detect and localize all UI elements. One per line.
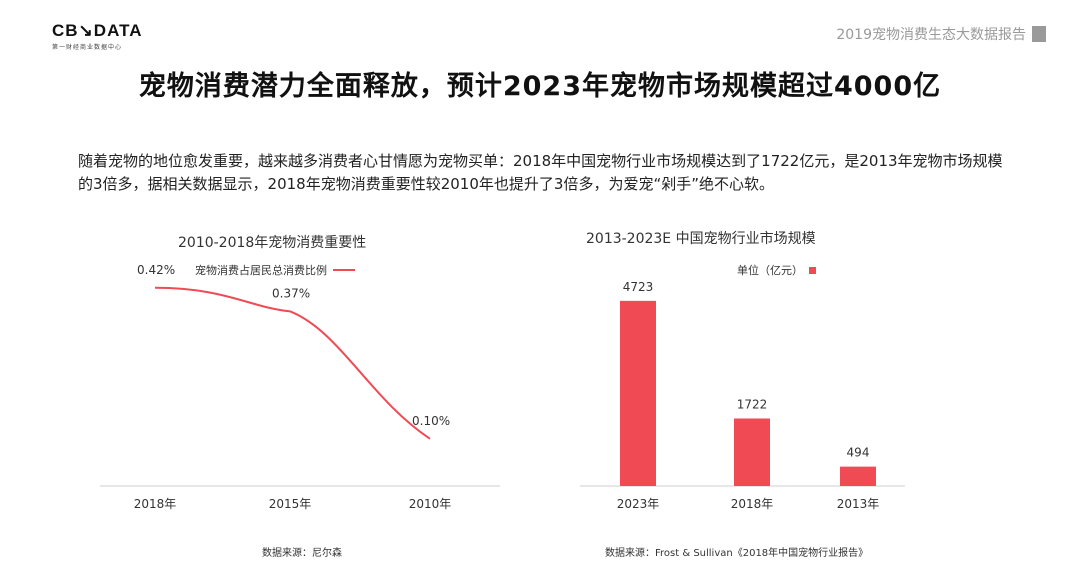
bar-legend-label: 单位（亿元） (737, 264, 803, 277)
bar-chart-title: 2013-2023E 中国宠物行业市场规模 (586, 231, 816, 247)
bar-x-tick-1: 2018年 (731, 497, 774, 511)
page-title: 宠物消费潜力全面释放，预计2023年宠物市场规模超过4000亿 (138, 71, 942, 102)
brand-logo: CB↘DATA 第一财经商业数据中心 (52, 22, 142, 52)
bar-x-tick-2: 2023年 (617, 497, 660, 511)
bar-legend-swatch (809, 266, 816, 274)
report-tag-marker (1032, 26, 1046, 42)
line-data-label-0: 0.10% (412, 414, 450, 428)
line-data-label-2: 0.42% (137, 263, 175, 277)
bar-data-label-1: 1722 (737, 397, 768, 411)
bar-x-tick-0: 2013年 (837, 497, 880, 511)
bar-chart-source: 数据来源：Frost & Sullivan《2018年中国宠物行业报告》 (605, 548, 869, 559)
logo-text: CB↘DATA (52, 21, 143, 40)
bar-data-label-2: 4723 (623, 280, 654, 294)
line-data-label-1: 0.37% (272, 286, 310, 300)
report-tag-text: 2019宠物消费生态大数据报告 (836, 27, 1026, 43)
report-tag: 2019宠物消费生态大数据报告 (836, 24, 1046, 44)
bar-data-label-0: 494 (847, 446, 870, 460)
line-chart-title: 2010-2018年宠物消费重要性 (178, 235, 367, 251)
logo-subtitle: 第一财经商业数据中心 (52, 44, 123, 51)
line-legend-swatch (333, 269, 355, 271)
bar-0 (840, 466, 876, 486)
line-x-tick-1: 2015年 (269, 497, 312, 511)
line-chart-source: 数据来源：尼尔森 (262, 548, 342, 559)
line-x-tick-0: 2010年 (409, 497, 452, 511)
bar-1 (734, 418, 770, 486)
intro-paragraph: 随着宠物的地位愈发重要，越来越多消费者心甘情愿为宠物买单：2018年中国宠物行业… (78, 152, 1003, 193)
line-chart-series (154, 286, 431, 440)
line-x-tick-2: 2018年 (134, 497, 177, 511)
line-legend-label: 宠物消费占居民总消费比例 (195, 264, 327, 277)
line-chart-legend: 宠物消费占居民总消费比例 (195, 262, 355, 278)
bar-chart-legend: 单位（亿元） (737, 262, 816, 278)
bar-2 (620, 300, 656, 486)
